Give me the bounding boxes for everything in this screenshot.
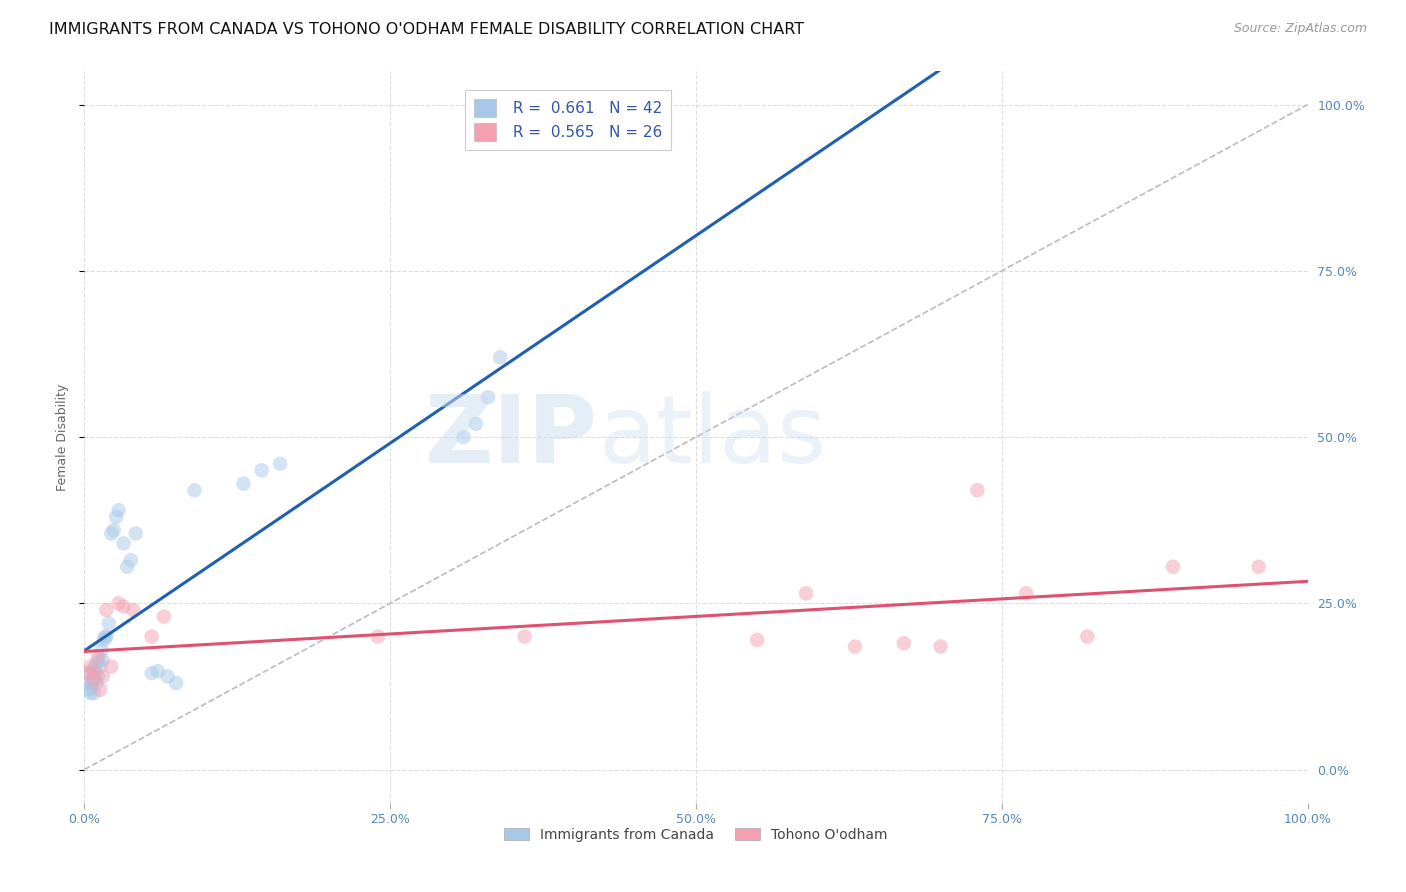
Point [112,599,135,614]
Point [367,630,389,644]
Point [844,640,866,654]
Point [156,669,179,683]
Point [489,351,512,365]
Point [86,676,108,690]
Point [929,640,952,654]
Point [232,476,254,491]
Text: IMMIGRANTS FROM CANADA VS TOHONO O'ODHAM FEMALE DISABILITY CORRELATION CHART: IMMIGRANTS FROM CANADA VS TOHONO O'ODHAM… [49,22,804,37]
Point [122,603,145,617]
Point [794,586,817,600]
Point [82,663,104,677]
Point [91,653,114,667]
Point [103,523,125,537]
Point [87,653,110,667]
Point [77,666,100,681]
Text: atlas: atlas [598,391,827,483]
Point [79,666,101,681]
Point [100,526,122,541]
Y-axis label: Female Disability: Female Disability [56,384,69,491]
Point [112,536,135,550]
Point [89,682,111,697]
Point [1076,630,1098,644]
Point [1247,559,1270,574]
Point [1015,586,1038,600]
Point [87,669,110,683]
Point [513,630,536,644]
Point [83,673,105,687]
Point [82,673,104,687]
Point [153,609,176,624]
Point [94,630,117,644]
Point [477,390,499,404]
Point [105,509,128,524]
Point [82,669,104,683]
Point [125,526,148,541]
Point [141,666,163,681]
Point [77,682,100,697]
Point [250,463,273,477]
Point [90,643,112,657]
Point [84,666,107,681]
Point [87,649,110,664]
Point [183,483,205,498]
Point [146,664,169,678]
Point [453,430,475,444]
Point [84,659,107,673]
Point [97,616,120,631]
Point [96,603,118,617]
Point [80,676,103,690]
Point [79,686,101,700]
Point [96,630,118,644]
Point [79,659,101,673]
Point [100,659,122,673]
Point [93,632,115,647]
Point [83,686,105,700]
Point [77,676,100,690]
Point [107,503,129,517]
Point [464,417,486,431]
Point [747,632,769,647]
Text: ZIP: ZIP [425,391,598,483]
Point [120,553,142,567]
Point [86,656,108,670]
Point [966,483,988,498]
Point [89,659,111,673]
Point [165,676,187,690]
Point [80,680,103,694]
Point [91,669,114,683]
Point [107,596,129,610]
Point [893,636,915,650]
Text: Source: ZipAtlas.com: Source: ZipAtlas.com [1233,22,1367,36]
Point [1161,559,1184,574]
Point [115,559,138,574]
Point [141,630,163,644]
Point [269,457,291,471]
Legend: Immigrants from Canada, Tohono O'odham: Immigrants from Canada, Tohono O'odham [498,821,894,848]
